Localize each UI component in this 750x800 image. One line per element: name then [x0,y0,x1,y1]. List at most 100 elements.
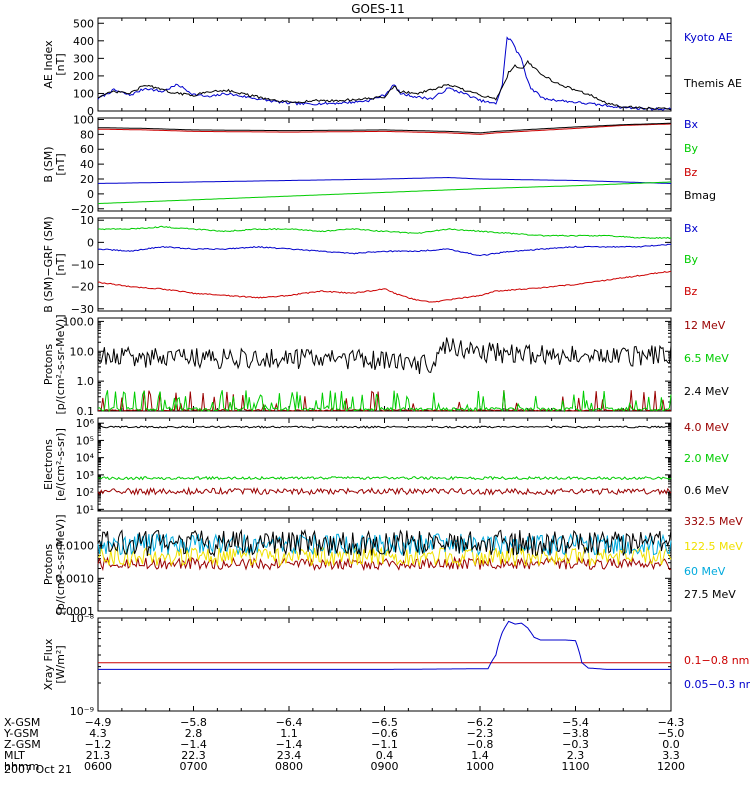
legend-entry: 2.4 MeV [684,385,729,398]
y-axis-label: Electrons [42,439,55,490]
series-line-protons_low-0 [97,390,672,412]
orbit-value: 1.4 [471,749,489,762]
orbit-row-label: hhmm [4,760,39,773]
y-tick-label: 60 [80,143,94,156]
series-line-bsm-1 [97,181,671,205]
y-tick-label: 10⁵ [76,434,94,447]
orbit-row-label: X-GSM [4,716,40,729]
legend-entry: 60 MeV [684,565,726,578]
legend-entry: 27.5 MeV [684,588,736,601]
y-tick-label: 1.0 [77,375,95,388]
panel-frame [97,117,672,212]
y-tick-label: 0 [87,105,94,118]
panel-frame [97,217,672,312]
legend-entry: 0.6 MeV [684,484,729,497]
orbit-value: 22.3 [181,749,206,762]
series-line-protons_low-2 [97,337,672,374]
y-tick-label: 0.0100 [56,540,95,553]
legend-entry: Kyoto AE [684,31,733,44]
orbit-value: 21.3 [86,749,111,762]
y-tick-label: 10⁻⁹ [70,705,94,718]
y-axis-label: B (SM)−GRF (SM) [42,216,55,312]
orbit-value: 2.8 [185,727,203,740]
y-tick-label: 0.1 [77,405,95,418]
y-tick-label: 0.0001 [56,605,95,618]
y-tick-label: 100 [73,87,94,100]
series-line-ae-0 [97,36,672,111]
orbit-value: −0.6 [371,727,398,740]
series-line-bsm-0 [97,176,672,184]
chart-title: GOES-11 [351,2,405,16]
legend-entry: 0.05−0.3 nm [684,678,750,691]
orbit-value: −0.8 [467,738,494,751]
orbit-value: −4.9 [85,716,112,729]
y-axis-label: [nT] [54,253,67,275]
series-line-ae-1 [97,59,672,111]
y-axis-label: [W/m²] [54,645,67,683]
y-tick-label: 500 [73,17,94,30]
legend-entry: Bmag [684,189,716,202]
orbit-value: −1.4 [276,738,303,751]
y-tick-label: 0 [87,188,94,201]
series-line-xray-1 [98,620,671,670]
orbit-value: 1.1 [280,727,298,740]
legend-entry: 6.5 MeV [684,352,729,365]
y-tick-label: 0.0010 [56,572,95,585]
orbit-value: −5.8 [180,716,207,729]
legend-entry: By [684,253,699,266]
y-axis-label: B (SM) [42,146,55,182]
orbit-value: −6.5 [371,716,398,729]
y-axis-label: [nT] [54,53,67,75]
y-tick-label: 100 [73,113,94,126]
y-axis-label: Xray Flux [42,638,55,690]
orbit-value: −1.4 [180,738,207,751]
series-line-protons_high-0 [97,556,672,572]
series-line-bdiff-0 [97,243,672,257]
legend-entry: 0.1−0.8 nm [684,654,749,667]
series-line-protons_high-2 [97,532,672,557]
y-tick-label: −30 [71,303,94,316]
orbit-value: 0900 [371,760,399,773]
y-tick-label: 10¹ [76,503,94,516]
panel-bdiff: −30 −20 −10 0 10 B (SM)−GRF (SM) [nT] Bx By Bz [42,214,699,316]
legend-entry: Bx [684,118,699,131]
orbit-value: 0.0 [662,738,680,751]
orbit-value: 2.3 [567,749,585,762]
orbit-value: 0800 [275,760,303,773]
orbit-value: −3.8 [562,727,589,740]
y-tick-label: 80 [80,128,94,141]
y-tick-label: 10⁴ [76,452,95,465]
orbit-value: −5.0 [658,727,685,740]
panel-frame [97,617,672,712]
legend-entry: 2.0 MeV [684,452,729,465]
orbit-row-label: Z-GSM [4,738,41,751]
legend-entry: 122.5 MeV [684,540,743,553]
y-tick-label: −10 [71,259,94,272]
orbit-row-label: Y-GSM [3,727,39,740]
orbit-value: 0600 [84,760,112,773]
orbit-value: −4.3 [658,716,685,729]
legend-entry: Themis AE [683,77,742,90]
y-tick-label: 100.0 [63,315,95,328]
series-line-bsm-2 [98,123,671,135]
y-tick-label: −20 [71,281,94,294]
orbit-value: 1000 [466,760,494,773]
legend-entry: Bz [684,166,698,179]
orbit-value: 1100 [562,760,590,773]
legend-entry: 12 MeV [684,319,726,332]
orbit-value: −0.3 [562,738,589,751]
panel-electrons: 10¹ 10² 10³ 10⁴ 10⁵ 10⁶ Electrons [e/(cm²-s-sr)… [42,417,729,516]
panel-bsm: −20 0 20 40 60 80 100 B (SM) [nT] Bx By Bz Bmag [42,113,716,215]
y-tick-label: 40 [80,158,94,171]
y-axis-label: Protons [42,544,55,585]
y-tick-label: 10⁶ [76,417,95,430]
y-tick-label: 20 [80,173,94,186]
y-tick-label: 10² [76,486,94,499]
series-line-bdiff-1 [97,225,672,239]
panel-frame [97,417,672,512]
orbit-value: 0.4 [376,749,394,762]
orbit-row-label: MLT [4,749,25,762]
y-tick-label: 10⁻⁸ [70,612,95,625]
